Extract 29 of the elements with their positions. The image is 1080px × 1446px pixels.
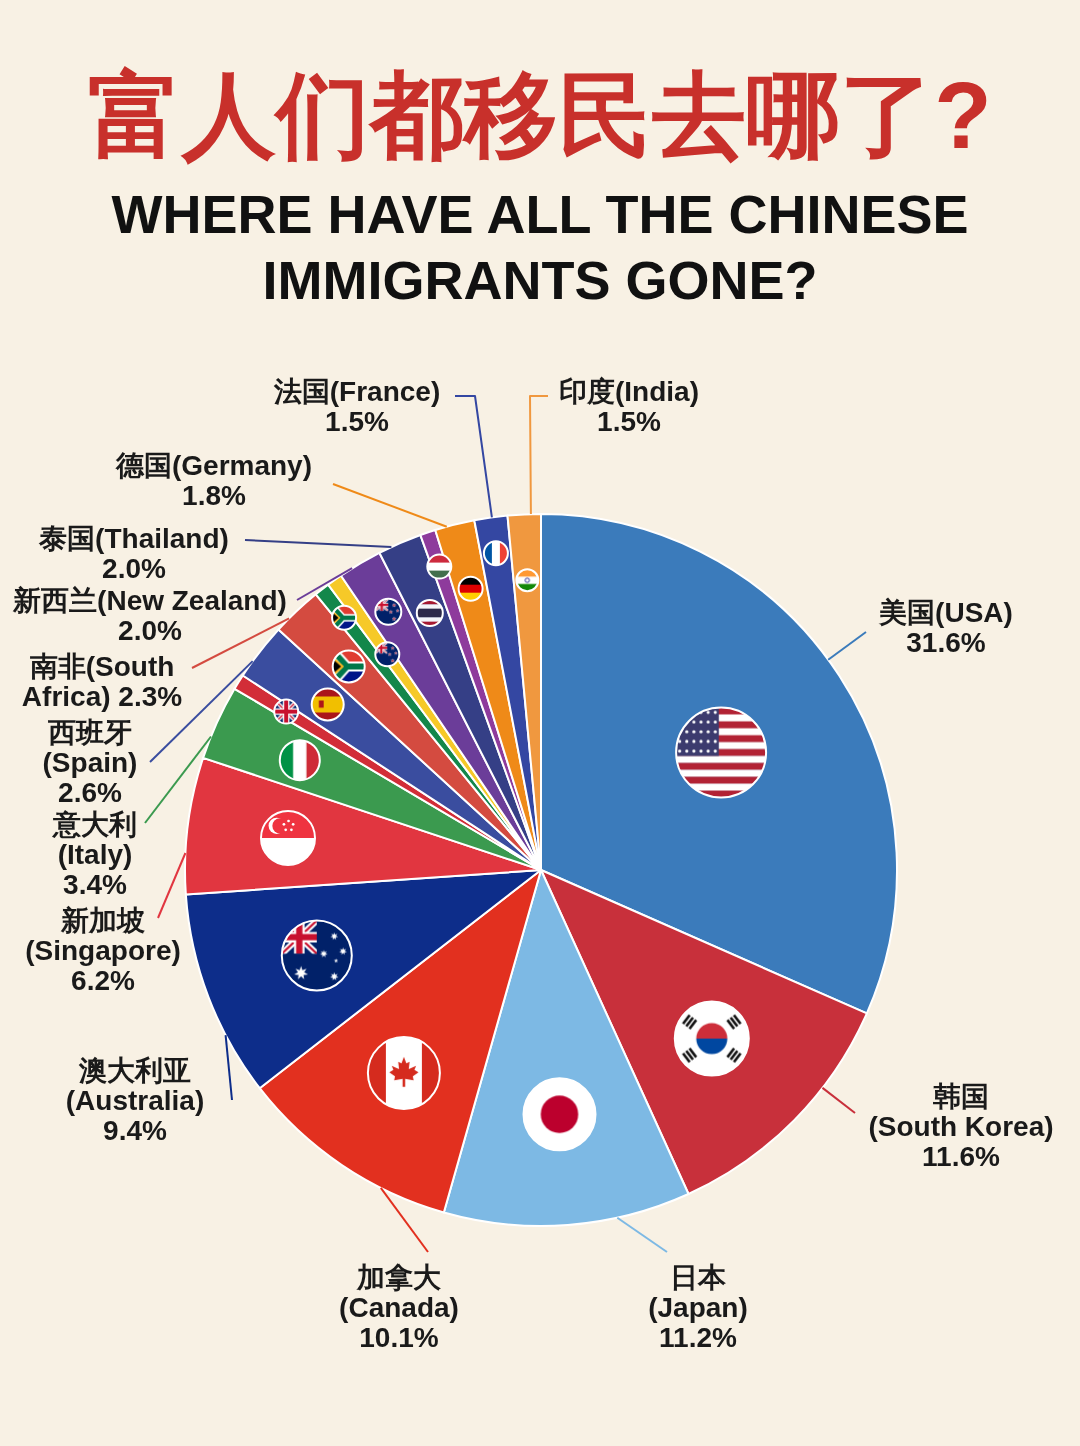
slice-label: 韩国(South Korea) [868,1081,1054,1142]
slice-label: 意大利(Italy) [51,809,137,870]
data-label: 11.6% [922,1141,1001,1172]
data-label: 2.0% [102,553,167,584]
data-label: 2.6% [58,777,123,808]
slice-label: 法国(France) [272,376,441,407]
data-label: 6.2% [71,965,136,996]
slice-label: 美国(USA) [878,597,1013,628]
data-label: 2.0% [118,615,183,646]
slice-label: 泰国(Thailand) [38,523,229,554]
slice-label: 加拿大(Canada) [339,1262,459,1323]
slice-label: 新加坡(Singapore) [25,905,181,966]
data-label: 1.8% [182,480,247,511]
data-label: 11.2% [659,1322,738,1353]
data-label: 1.5% [597,406,662,437]
chart-title: 富人们都移民去哪了? [88,63,992,168]
data-label: 9.4% [103,1115,168,1146]
slice-label: 南非(South Africa) 2.3% [21,651,183,712]
data-label: 10.1% [359,1322,439,1353]
chart-subtitle: WHERE HAVE ALL THE CHINESE IMMIGRANTS GONE? [111,184,969,310]
slice-label: 新西兰(New Zealand) [12,585,287,616]
slice-label: 西班牙(Spain) [42,717,138,778]
slice-label: 德国(Germany) [114,450,313,481]
data-label: 1.5% [325,406,390,437]
data-label: 3.4% [63,869,128,900]
slice-label: 日本(Japan) [648,1262,748,1323]
slice-label: 澳大利亚(Australia) [65,1055,205,1116]
data-label: 31.6% [906,627,986,658]
slice-label: 印度(India) [559,376,699,407]
